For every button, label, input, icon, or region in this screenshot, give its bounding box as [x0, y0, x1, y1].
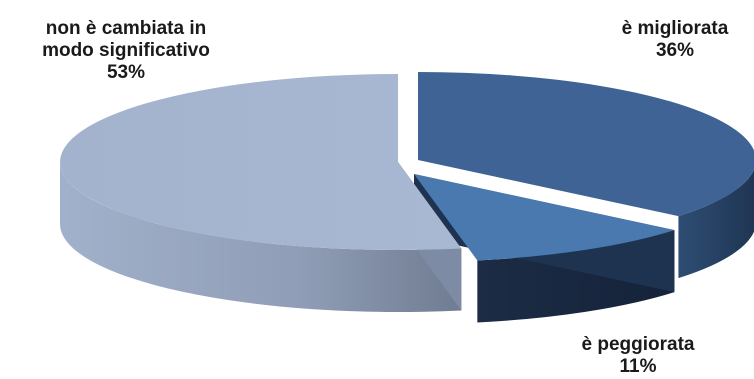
slice-label-migliorata: è migliorata 36%	[600, 18, 750, 62]
slice-top-2	[60, 74, 462, 250]
slice-percent: 36%	[655, 40, 695, 61]
slice-name: è peggiorata	[581, 334, 695, 355]
slice-label-peggiorata: è peggiorata 11%	[548, 334, 728, 378]
slice-name: è migliorata	[621, 18, 729, 39]
slice-percent: 53%	[106, 62, 146, 83]
slice-top-1	[414, 174, 675, 261]
slice-top-0	[418, 72, 754, 217]
pie-tops	[60, 72, 754, 261]
slice-name-line-2: modo significativo	[42, 40, 210, 61]
slice-side-2	[60, 162, 462, 312]
slice-label-non-cambiata: non è cambiata in modo significativo 53%	[8, 18, 244, 84]
slice-percent: 11%	[619, 356, 657, 377]
slice-side-0	[678, 169, 754, 279]
slice-name-line-1: non è cambiata in	[45, 18, 207, 39]
